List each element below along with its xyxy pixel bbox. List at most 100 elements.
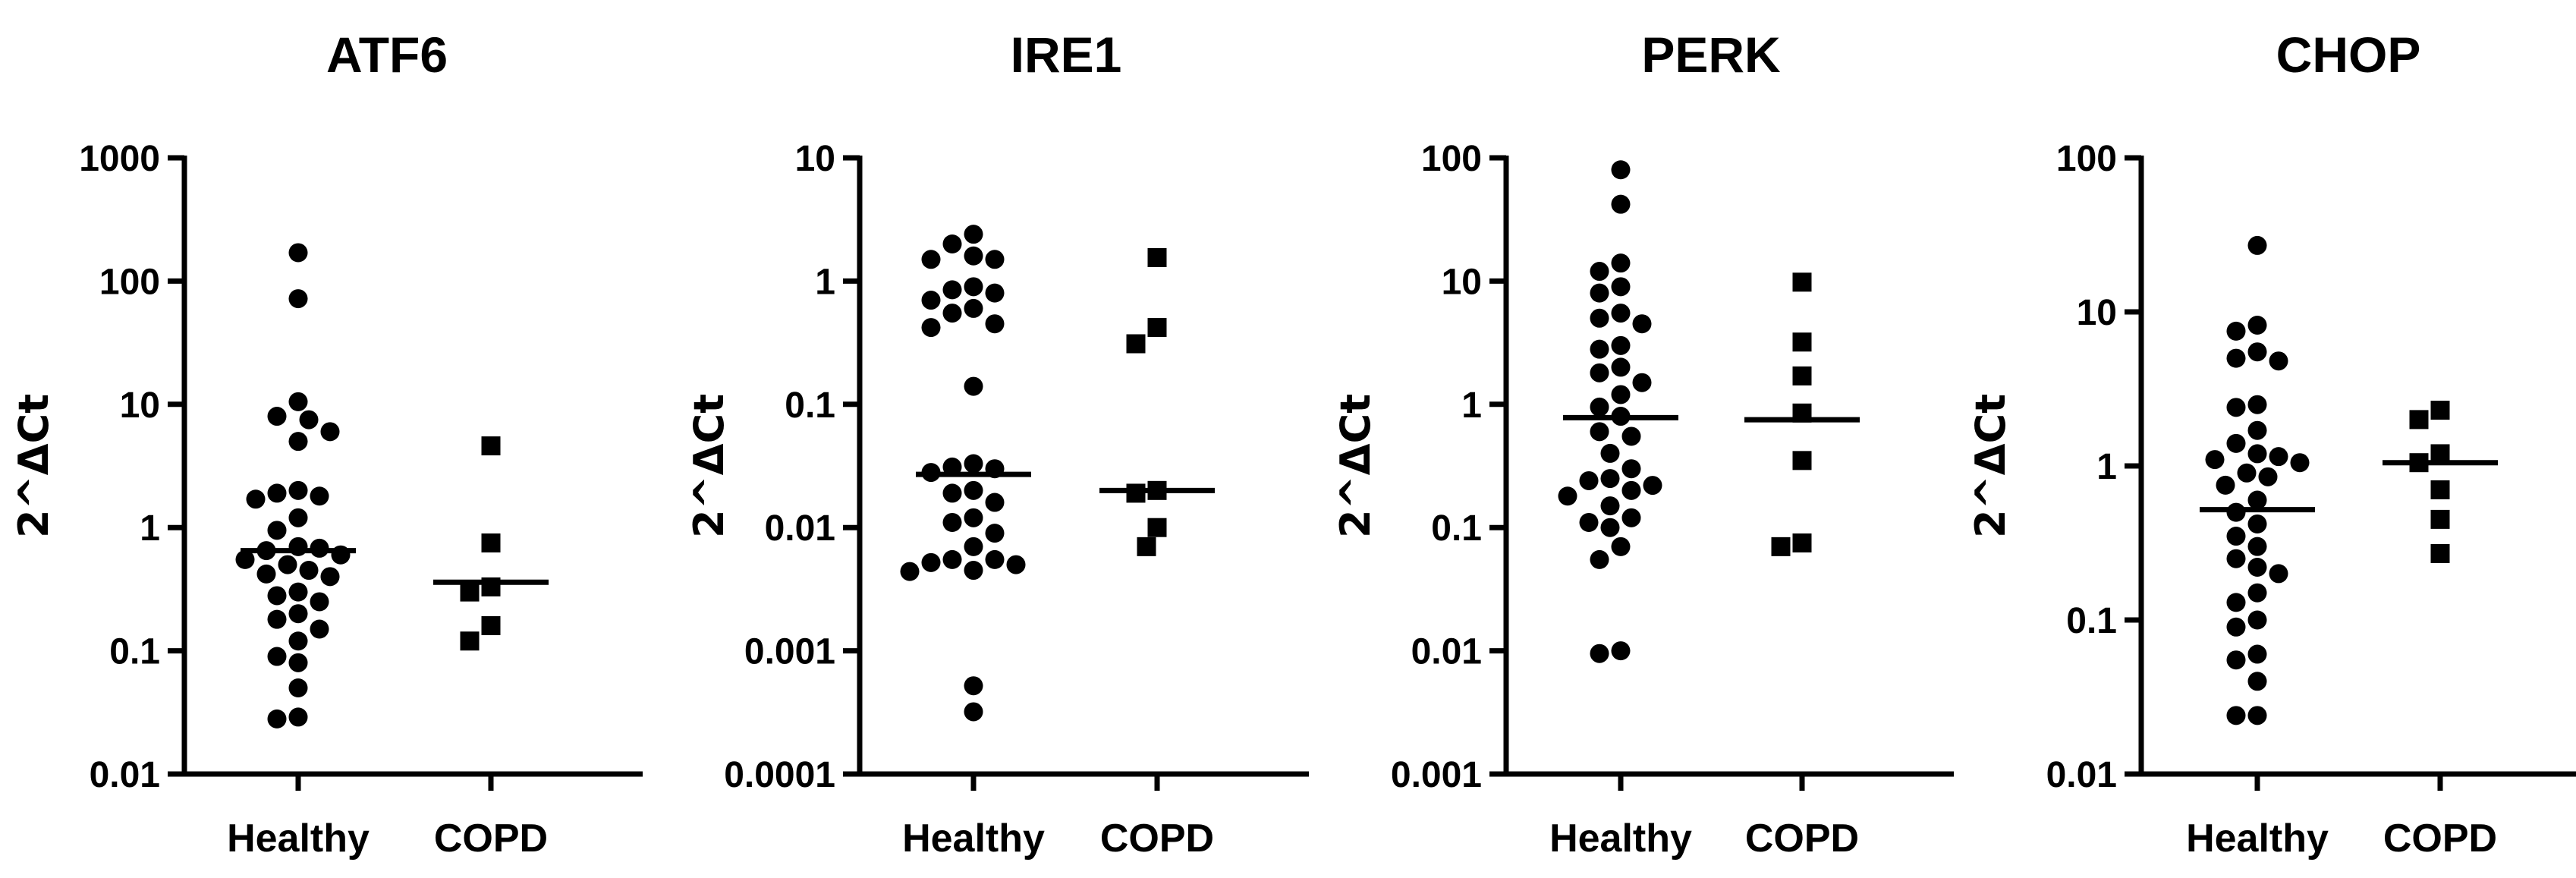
chart-panel-ire1: IRE1 0.0001 0.001 0.01 0.1 1 10 2^ΔCt Healthy COP… — [685, 27, 1309, 861]
data-point-healthy — [1611, 641, 1631, 661]
data-point-healthy — [2247, 672, 2267, 691]
data-point-healthy — [1611, 277, 1631, 297]
y-tick-label: 100 — [1421, 139, 1482, 179]
y-tick-label: 0.1 — [1431, 508, 1482, 549]
data-point-healthy — [1590, 422, 1609, 442]
data-point-healthy — [964, 676, 983, 696]
data-point-healthy — [2226, 398, 2246, 417]
data-point-healthy — [2226, 321, 2246, 341]
data-point-healthy — [942, 483, 962, 503]
data-point-healthy — [2247, 490, 2267, 510]
data-point-healthy — [2247, 514, 2267, 533]
y-tick-label: 10 — [2077, 293, 2117, 333]
x-tick-label-copd: COPD — [1100, 817, 1214, 861]
data-point-healthy — [1621, 480, 1641, 500]
data-point-healthy — [985, 314, 1005, 334]
data-point-healthy — [985, 283, 1005, 303]
data-point-healthy — [267, 709, 287, 729]
data-point-healthy — [1006, 555, 1026, 574]
data-point-healthy — [310, 592, 329, 612]
data-point-healthy — [1611, 385, 1631, 404]
data-point-copd — [2430, 401, 2450, 420]
data-point-healthy — [964, 561, 983, 581]
chart-panel-chop: CHOP 0.01 0.1 1 10 100 2^ΔCt Healthy COPD — [1967, 27, 2576, 861]
data-point-healthy — [985, 549, 1005, 569]
data-point-healthy — [2290, 453, 2310, 473]
data-point-copd — [1147, 518, 1167, 537]
data-point-healthy — [964, 277, 983, 297]
y-tick-label: 0.001 — [744, 632, 835, 672]
data-point-healthy — [1590, 644, 1609, 663]
data-point-healthy — [267, 609, 287, 629]
data-point-healthy — [299, 410, 319, 430]
data-point-healthy — [256, 564, 276, 584]
data-point-healthy — [985, 250, 1005, 269]
data-point-healthy — [1643, 476, 1662, 496]
data-point-healthy — [2226, 348, 2246, 368]
data-point-healthy — [1621, 459, 1641, 479]
data-point-healthy — [1590, 339, 1609, 359]
data-point-copd — [2430, 509, 2450, 529]
data-point-healthy — [1600, 496, 1620, 516]
data-point-healthy — [1590, 308, 1609, 328]
data-point-healthy — [900, 562, 920, 581]
y-tick-label: 0.001 — [1391, 755, 1482, 795]
data-point-healthy — [964, 702, 983, 722]
data-point-healthy — [2269, 351, 2288, 371]
data-point-healthy — [288, 631, 308, 651]
data-point-healthy — [921, 250, 941, 269]
data-point-healthy — [235, 549, 255, 569]
data-point-healthy — [310, 619, 329, 639]
data-point-healthy — [942, 304, 962, 323]
chart-title: ATF6 — [326, 27, 448, 83]
data-point-copd — [1147, 318, 1167, 338]
data-point-copd — [481, 436, 501, 456]
data-point-healthy — [288, 707, 308, 727]
data-point-healthy — [2205, 450, 2225, 470]
data-point-healthy — [1621, 508, 1641, 527]
data-point-healthy — [2247, 706, 2267, 725]
data-point-healthy — [1611, 194, 1631, 214]
data-point-healthy — [288, 508, 308, 527]
data-point-healthy — [1579, 512, 1599, 532]
x-tick-label-healthy: Healthy — [227, 817, 370, 861]
y-tick-label: 100 — [99, 262, 160, 302]
data-point-healthy — [1558, 486, 1577, 506]
x-tick-label-copd: COPD — [2383, 817, 2497, 861]
data-point-healthy — [964, 454, 983, 474]
data-point-healthy — [1600, 469, 1620, 489]
data-point-healthy — [267, 521, 287, 540]
data-point-healthy — [1579, 470, 1599, 490]
data-point-healthy — [288, 392, 308, 411]
y-tick-label: 10 — [1442, 262, 1482, 302]
data-point-healthy — [2258, 467, 2278, 486]
data-point-healthy — [964, 246, 983, 266]
y-axis-label: 2^ΔCt — [10, 394, 58, 538]
y-tick-label: 100 — [2056, 139, 2117, 179]
data-point-healthy — [2247, 420, 2267, 440]
y-tick-label: 1 — [140, 508, 160, 549]
data-point-healthy — [1611, 160, 1631, 180]
data-point-healthy — [921, 552, 941, 572]
data-point-healthy — [299, 561, 319, 581]
data-point-copd — [2430, 543, 2450, 563]
data-point-healthy — [2226, 549, 2246, 568]
data-point-copd — [1137, 537, 1156, 556]
data-point-healthy — [278, 555, 297, 574]
data-point-copd — [460, 631, 480, 651]
y-tick-label: 1 — [1461, 386, 1482, 426]
data-point-healthy — [1600, 443, 1620, 463]
y-tick-label: 0.0001 — [724, 755, 835, 795]
data-point-copd — [1792, 332, 1812, 352]
data-point-healthy — [2226, 593, 2246, 612]
y-tick-label: 0.1 — [109, 632, 160, 672]
data-point-copd — [1771, 537, 1791, 556]
data-point-healthy — [2247, 557, 2267, 577]
chart-title: IRE1 — [1011, 27, 1122, 83]
data-point-healthy — [2247, 610, 2267, 630]
chart-title: CHOP — [2276, 27, 2421, 83]
data-point-healthy — [1632, 373, 1652, 392]
data-point-healthy — [1611, 357, 1631, 377]
data-point-healthy — [267, 483, 287, 503]
data-point-healthy — [267, 647, 287, 666]
